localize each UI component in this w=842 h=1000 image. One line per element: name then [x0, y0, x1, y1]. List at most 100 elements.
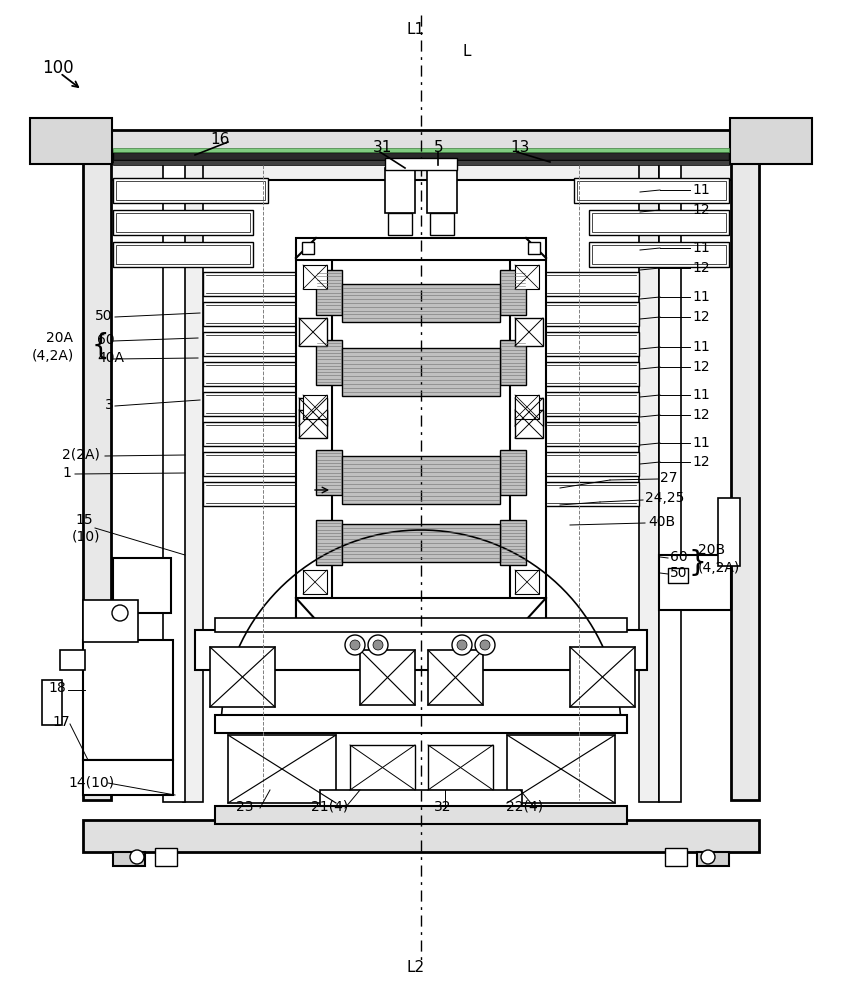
- Bar: [299, 318, 327, 346]
- Bar: [659, 162, 681, 802]
- Bar: [316, 340, 342, 385]
- Text: 11: 11: [692, 290, 710, 304]
- Bar: [528, 242, 540, 254]
- Bar: [203, 362, 298, 386]
- Bar: [113, 178, 268, 203]
- Bar: [195, 630, 647, 670]
- Bar: [203, 452, 298, 476]
- Bar: [507, 735, 615, 803]
- Bar: [544, 362, 639, 386]
- Bar: [113, 152, 729, 160]
- Bar: [342, 348, 500, 396]
- Bar: [296, 598, 546, 620]
- Text: 11: 11: [692, 241, 710, 255]
- Bar: [203, 422, 298, 446]
- Text: 20B: 20B: [698, 543, 725, 557]
- Bar: [203, 482, 298, 506]
- Circle shape: [475, 635, 495, 655]
- Bar: [316, 270, 342, 315]
- Bar: [428, 650, 483, 705]
- Bar: [515, 395, 539, 419]
- Bar: [342, 456, 500, 504]
- Bar: [116, 213, 250, 232]
- Bar: [210, 647, 275, 707]
- Bar: [203, 302, 298, 326]
- Bar: [639, 162, 659, 802]
- Bar: [544, 392, 639, 416]
- Text: 60: 60: [670, 550, 688, 564]
- Circle shape: [130, 850, 144, 864]
- Bar: [428, 745, 493, 790]
- Bar: [668, 568, 688, 583]
- Bar: [665, 848, 687, 866]
- Bar: [203, 332, 298, 356]
- Text: 11: 11: [692, 388, 710, 402]
- Text: 12: 12: [692, 310, 710, 324]
- Bar: [215, 806, 627, 824]
- Bar: [589, 210, 729, 235]
- Text: 21(4): 21(4): [312, 800, 349, 814]
- Bar: [60, 650, 85, 670]
- Bar: [697, 852, 729, 866]
- Bar: [718, 498, 740, 566]
- Bar: [163, 162, 185, 802]
- Bar: [83, 130, 111, 800]
- Circle shape: [701, 850, 715, 864]
- Text: 40B: 40B: [648, 515, 675, 529]
- Text: 14(10): 14(10): [68, 775, 115, 789]
- Text: L: L: [462, 44, 471, 60]
- Bar: [228, 735, 336, 803]
- Text: 20A: 20A: [46, 331, 73, 345]
- Bar: [350, 745, 415, 790]
- Bar: [183, 162, 203, 802]
- Bar: [731, 130, 759, 800]
- Bar: [42, 680, 62, 725]
- Circle shape: [345, 635, 365, 655]
- Text: }: }: [688, 549, 706, 577]
- Bar: [659, 555, 731, 610]
- Text: 2(2A): 2(2A): [62, 448, 100, 462]
- Bar: [203, 392, 298, 416]
- Text: (10): (10): [72, 530, 100, 544]
- Bar: [105, 162, 737, 180]
- Bar: [500, 270, 526, 315]
- Text: 27: 27: [660, 471, 678, 485]
- Bar: [574, 178, 729, 203]
- Text: L1: L1: [407, 22, 425, 37]
- Bar: [427, 168, 457, 213]
- Bar: [430, 213, 454, 235]
- Bar: [515, 265, 539, 289]
- Bar: [113, 242, 253, 267]
- Bar: [113, 160, 729, 165]
- Bar: [83, 820, 759, 852]
- Text: 32: 32: [434, 800, 452, 814]
- Bar: [83, 600, 138, 642]
- Bar: [215, 715, 627, 733]
- Bar: [544, 272, 639, 296]
- Bar: [83, 760, 173, 795]
- Bar: [316, 450, 342, 495]
- Bar: [302, 242, 314, 254]
- Bar: [544, 452, 639, 476]
- Bar: [544, 302, 639, 326]
- Bar: [30, 118, 112, 164]
- Bar: [515, 398, 543, 426]
- Bar: [316, 520, 342, 565]
- Bar: [342, 284, 500, 322]
- Bar: [515, 410, 543, 438]
- Text: L2: L2: [407, 960, 425, 976]
- Bar: [215, 618, 627, 632]
- Text: 60: 60: [97, 333, 115, 347]
- Bar: [155, 848, 177, 866]
- Bar: [299, 398, 327, 426]
- Bar: [296, 258, 332, 618]
- Text: 24,25: 24,25: [645, 491, 685, 505]
- Circle shape: [373, 640, 383, 650]
- Bar: [577, 181, 726, 200]
- Circle shape: [112, 605, 128, 621]
- Bar: [113, 852, 145, 866]
- Text: 11: 11: [692, 436, 710, 450]
- Bar: [510, 258, 546, 618]
- Bar: [385, 168, 415, 213]
- Circle shape: [452, 635, 472, 655]
